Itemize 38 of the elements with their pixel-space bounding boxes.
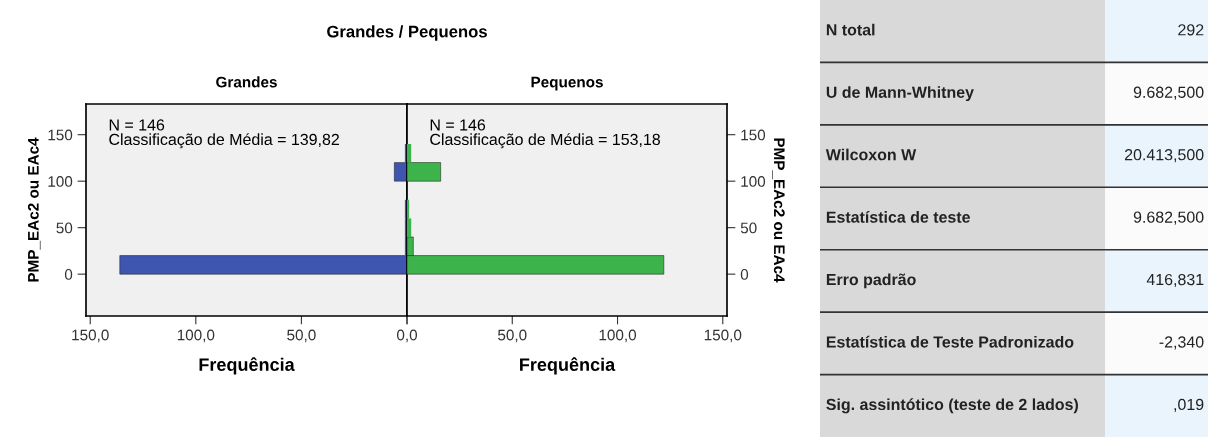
y-tick-label: 100 xyxy=(48,176,73,187)
y-tick-label: 100 xyxy=(741,176,766,187)
y-axis-title: PMP_EAc2 ou EAc4 xyxy=(27,137,41,282)
text: 9.682,500 xyxy=(1133,211,1204,225)
chart-subtitle: Grandes xyxy=(216,76,277,88)
x-tick-label: 50,0 xyxy=(498,329,527,343)
text: 292 xyxy=(1178,24,1204,36)
text: 20.413,500 xyxy=(1124,149,1204,163)
chart-subtitle: Pequenos xyxy=(531,76,603,91)
x-tick-label: 100,0 xyxy=(599,329,637,343)
category-label: N total xyxy=(826,23,875,36)
category-label: Sig. assintótico (teste de 2 lados) xyxy=(826,398,1078,414)
x-tick-label: 150,0 xyxy=(704,329,742,343)
y-tick-label: 50 xyxy=(56,222,73,234)
x-axis-title: Frequência xyxy=(520,357,616,375)
x-tick-label: 150,0 xyxy=(72,329,109,343)
x-tick-label: 100,0 xyxy=(177,329,215,343)
text: -2,340 xyxy=(1159,336,1204,350)
category-label: U de Mann-Whitney xyxy=(826,86,974,102)
text: 416,831 xyxy=(1146,273,1204,288)
y-tick-label: 150 xyxy=(741,129,766,141)
y-tick-label: 0 xyxy=(64,269,73,280)
x-axis-title: Frequência xyxy=(199,357,295,375)
category-label: Erro padrão xyxy=(826,273,916,289)
chart-title: Grandes / Pequenos xyxy=(327,25,487,41)
y-tick-label: 150 xyxy=(48,129,73,141)
annotation: N = 146 Classificação de Média = 153,18 xyxy=(430,119,660,149)
text: ,019 xyxy=(1174,398,1204,412)
x-tick-label: 0,0 xyxy=(396,329,418,343)
y-tick-label: 0 xyxy=(740,269,749,280)
annotation: N = 146 Classificação de Média = 139,82 xyxy=(109,119,339,149)
category-label: Wilcoxon W xyxy=(825,148,917,161)
x-tick-label: 50,0 xyxy=(287,329,316,343)
category-label: Estatística de teste xyxy=(826,210,970,223)
y-axis-title: PMP_EAc2 ou EAc4 xyxy=(772,138,785,283)
category-label: Estatística de Teste Padronizado xyxy=(826,335,1074,348)
y-tick-label: 50 xyxy=(740,222,757,234)
text: 9.682,500 xyxy=(1133,86,1204,100)
